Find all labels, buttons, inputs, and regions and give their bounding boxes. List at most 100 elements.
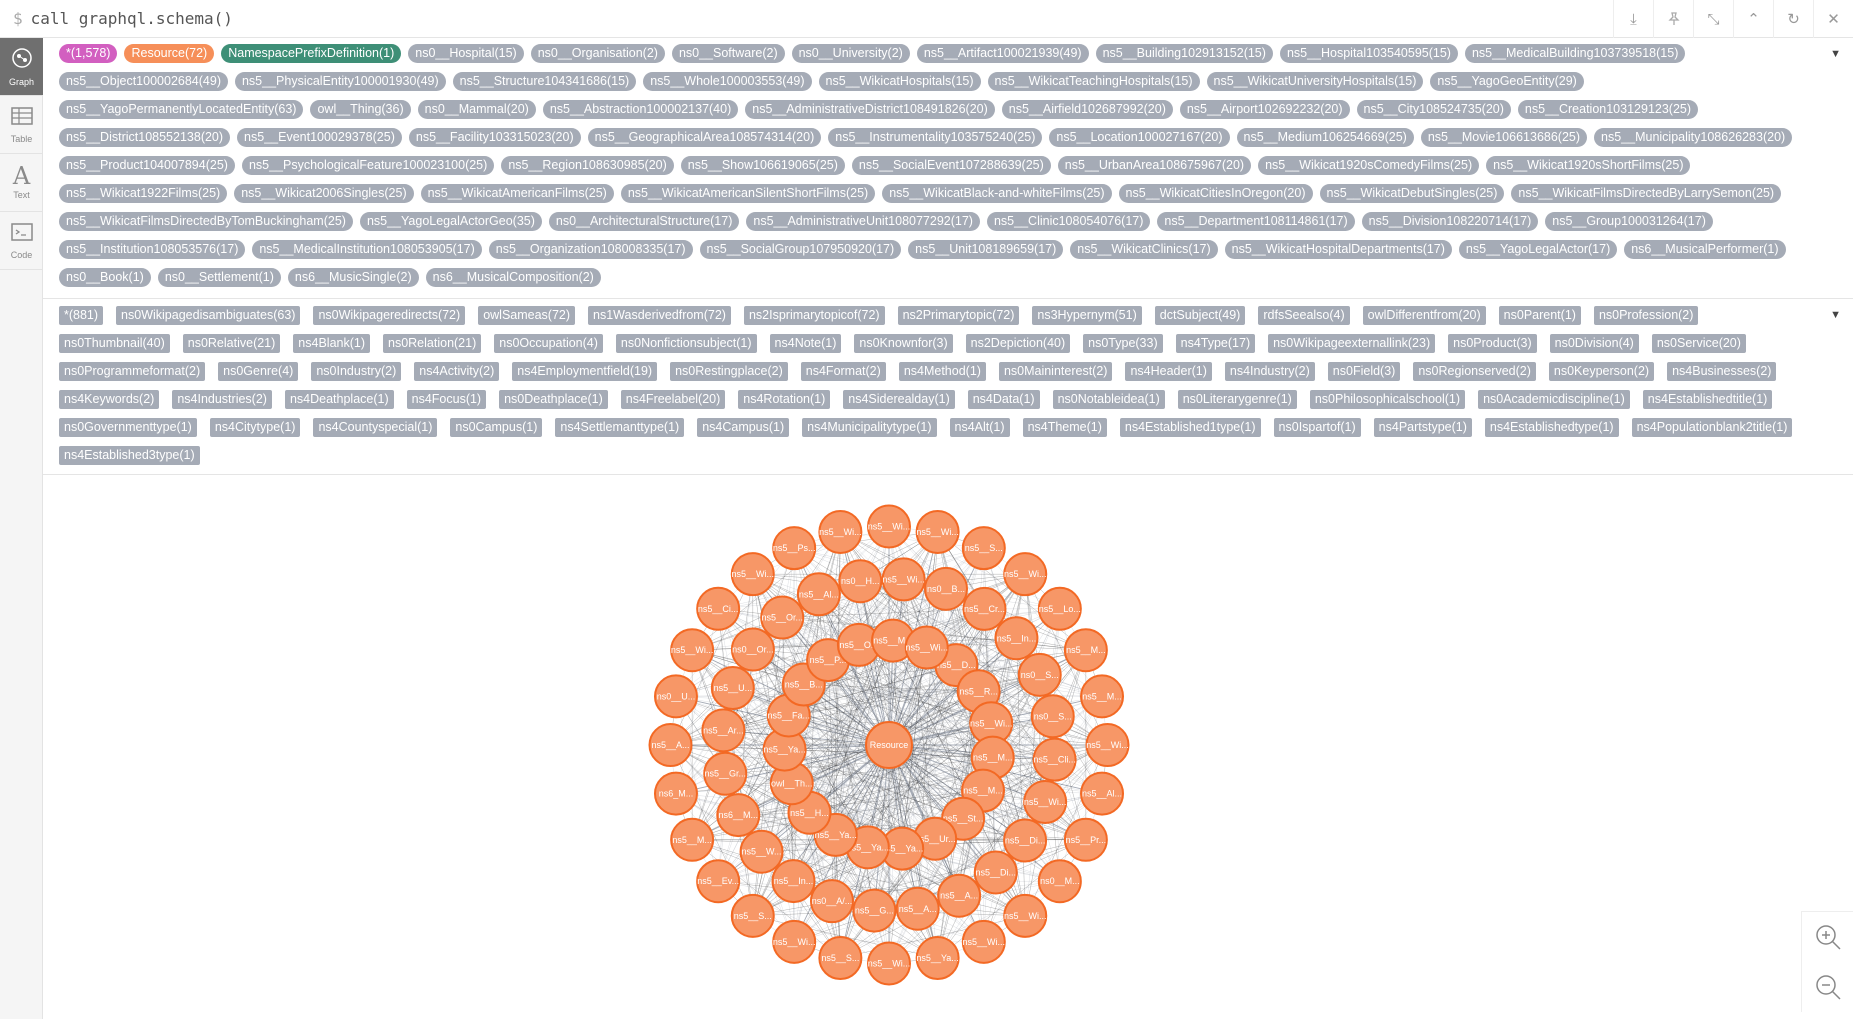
graph-node[interactable]: ns5__Cr... [963,588,1005,630]
node-label-tag[interactable]: ns5__MedicalBuilding103739518(15) [1465,44,1685,63]
relationship-type-tag[interactable]: ns4Municipalitytype(1) [802,418,936,437]
node-label-tag[interactable]: NamespacePrefixDefinition(1) [221,44,401,63]
graph-node[interactable]: ns5__A... [897,888,939,930]
node-label-tag[interactable]: ns5__Division108220714(17) [1362,212,1539,231]
node-label-tag[interactable]: ns5__Unit108189659(17) [908,240,1063,259]
relationship-type-tag[interactable]: ns4Keywords(2) [59,390,159,409]
graph-node[interactable]: ns5__Ps... [773,527,816,569]
graph-node[interactable]: ns5__Gr... [704,753,746,795]
graph-node[interactable]: ns5__Or... [761,597,803,639]
relationship-type-tag[interactable]: ns4Activity(2) [414,362,499,381]
graph-node[interactable]: ns5__Wi... [671,629,714,671]
graph-node[interactable]: ns5__Al... [1081,773,1123,815]
relationship-type-tag[interactable]: ns0Keyperson(2) [1549,362,1654,381]
node-label-tag[interactable]: ns0__Hospital(15) [408,44,523,63]
graph-node[interactable]: ns5__Wi... [868,506,911,548]
node-label-tag[interactable]: ns5__WikicatUniversityHospitals(15) [1207,72,1424,91]
relationship-type-tag[interactable]: ns0Product(3) [1448,334,1537,353]
node-label-tag[interactable]: ns5__AdministrativeUnit108077292(17) [746,212,980,231]
node-label-tag[interactable]: ns5__PsychologicalFeature100023100(25) [242,156,494,175]
node-label-tag[interactable]: ns5__Building102913152(15) [1096,44,1273,63]
graph-node[interactable]: ns5__U... [712,667,754,709]
relationship-type-tag[interactable]: ns1Wasderivedfrom(72) [588,306,731,325]
graph-node[interactable]: ns0__Or... [732,629,774,671]
refresh-icon[interactable]: ↻ [1773,0,1813,38]
sidebar-item-text[interactable]: A Text [0,154,43,212]
node-label-tag[interactable]: ns0__Mammal(20) [418,100,536,119]
graph-node[interactable]: ns5__Ar... [702,709,744,751]
relationship-type-tag[interactable]: ns0Type(33) [1083,334,1162,353]
relationship-type-tag[interactable]: ns0Notableidea(1) [1053,390,1165,409]
node-label-tag[interactable]: ns5__WikicatHospitals(15) [819,72,981,91]
graph-node[interactable]: ns5__In... [773,860,815,902]
graph-node[interactable]: ns0__B... [925,568,967,610]
node-label-tag[interactable]: ns0__ArchitecturalStructure(17) [549,212,739,231]
node-label-tag[interactable]: ns5__AdministrativeDistrict108491826(20) [745,100,995,119]
node-label-tag[interactable]: ns5__Event100029378(25) [237,128,402,147]
node-label-tag[interactable]: ns5__YagoLegalActorGeo(35) [360,212,542,231]
node-label-tag[interactable]: ns5__WikicatBlack-and-whiteFilms(25) [882,184,1111,203]
node-label-tag[interactable]: ns5__Facility103315023(20) [409,128,581,147]
relationship-type-tag[interactable]: ns4Employmentfield(19) [512,362,657,381]
relationship-type-tag[interactable]: *(881) [59,306,103,325]
relationship-type-tag[interactable]: ns4Established3type(1) [59,446,200,465]
close-icon[interactable]: ✕ [1813,0,1853,38]
node-label-tag[interactable]: ns5__Wikicat1920sComedyFilms(25) [1258,156,1479,175]
node-label-tag[interactable]: ns5__Clinic108054076(17) [987,212,1150,231]
node-label-tag[interactable]: ns5__GeographicalArea108574314(20) [588,128,822,147]
relationship-type-tag[interactable]: ns4Theme(1) [1023,418,1107,437]
node-label-tag[interactable]: ns5__WikicatAmericanSilentShortFilms(25) [621,184,875,203]
node-label-tag[interactable]: ns5__Location100027167(20) [1049,128,1229,147]
relationship-type-tag[interactable]: ns0Service(20) [1652,334,1746,353]
relationship-type-tag[interactable]: ns4Populationblank2title(1) [1632,418,1793,437]
graph-node[interactable]: ns5__Wi... [1004,553,1047,595]
node-label-tag[interactable]: ns0__Software(2) [672,44,785,63]
node-label-tag[interactable]: ns5__WikicatCitiesInOregon(20) [1119,184,1313,203]
graph-node[interactable]: ns5__Wi... [819,511,862,553]
graph-node[interactable]: ns5__A... [650,724,692,766]
graph-node[interactable]: ns5__In... [995,617,1037,659]
relationship-type-tag[interactable]: ns4Settlemanttype(1) [555,418,684,437]
relationship-type-tag[interactable]: ns4Method(1) [899,362,986,381]
relationship-type-tag[interactable]: ns0Campus(1) [450,418,542,437]
graph-node[interactable]: ns5__M... [671,819,713,861]
node-label-tag[interactable]: ns5__WikicatFilmsDirectedByTomBuckingham… [59,212,353,231]
graph-node[interactable]: ns5__W... [741,831,783,873]
relationship-type-tag[interactable]: ns0Division(4) [1550,334,1639,353]
node-label-tag[interactable]: ns5__Show106619065(25) [681,156,845,175]
node-label-tag[interactable]: ns6__MusicSingle(2) [288,268,419,287]
relationship-type-tag[interactable]: ns2Depiction(40) [966,334,1071,353]
node-label-tag[interactable]: ns5__Airfield102687992(20) [1002,100,1173,119]
node-label-tag[interactable]: ns5__SocialEvent107288639(25) [852,156,1051,175]
relationship-type-tag[interactable]: ns0Regionserved(2) [1413,362,1536,381]
graph-canvas[interactable]: rulesns5__Wi...ns5__Wi...ns5__S...ns5__W… [43,475,1853,1019]
node-label-tag[interactable]: ns5__Airport102692232(20) [1180,100,1350,119]
zoom-out-icon[interactable] [1802,962,1853,1012]
relationship-type-tag[interactable]: ns0Restingplace(2) [670,362,788,381]
node-label-tag[interactable]: ns5__Object100002684(49) [59,72,228,91]
graph-node[interactable]: ns5__G... [853,890,895,932]
chevron-up-icon[interactable]: ⌃ [1733,0,1773,38]
graph-node[interactable]: ns5__A... [938,875,980,917]
node-label-tag[interactable]: ns5__YagoGeoEntity(29) [1430,72,1583,91]
relationship-type-tag[interactable]: ns4Establishedtype(1) [1485,418,1619,437]
relationship-type-tag[interactable]: ns0Wikipageexternallink(23) [1268,334,1435,353]
pin-icon[interactable] [1653,0,1693,38]
graph-node[interactable]: ns0__S... [1032,695,1074,737]
node-label-tag[interactable]: ns5__Wikicat1920sShortFilms(25) [1486,156,1690,175]
graph-node[interactable]: ns5__Wi... [1004,895,1047,937]
node-label-tag[interactable]: ns6__MusicalPerformer(1) [1624,240,1785,259]
sidebar-item-code[interactable]: Code [0,212,43,270]
relationship-type-tag[interactable]: ns4Format(2) [801,362,886,381]
node-label-tag[interactable]: ns5__UrbanArea108675967(20) [1058,156,1251,175]
graph-node-center[interactable]: Resource [866,722,912,768]
relationship-type-tag[interactable]: ns4Header(1) [1125,362,1211,381]
graph-node[interactable]: ns6__M... [717,794,759,836]
node-label-tag[interactable]: ns5__Hospital103540595(15) [1280,44,1458,63]
relationship-type-tag[interactable]: ns0Occupation(4) [494,334,603,353]
graph-node[interactable]: ns5__Di... [1004,819,1046,861]
relationship-type-tag[interactable]: ns0Knownfor(3) [854,334,952,353]
node-label-tag[interactable]: ns5__Abstraction100002137(40) [543,100,738,119]
node-label-tag[interactable]: Resource(72) [124,44,214,63]
node-label-tag[interactable]: ns5__Whole100003553(49) [643,72,811,91]
